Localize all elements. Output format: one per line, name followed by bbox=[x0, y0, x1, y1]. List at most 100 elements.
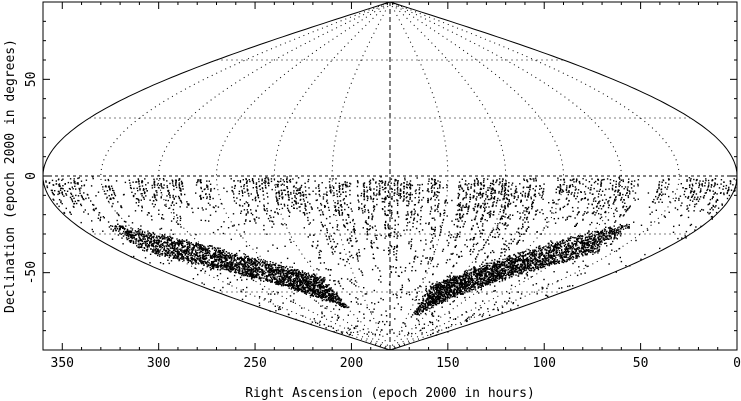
data-point bbox=[302, 287, 304, 289]
data-point bbox=[709, 202, 711, 204]
data-point bbox=[293, 192, 295, 194]
data-point bbox=[243, 185, 245, 187]
data-point bbox=[257, 273, 259, 275]
data-point bbox=[377, 247, 379, 249]
data-point bbox=[600, 181, 602, 183]
data-point bbox=[297, 275, 300, 277]
data-point bbox=[141, 195, 143, 197]
data-point bbox=[558, 190, 561, 192]
data-point bbox=[135, 181, 137, 183]
data-point bbox=[420, 207, 422, 209]
data-point bbox=[510, 233, 513, 236]
data-point bbox=[396, 211, 399, 213]
data-point bbox=[130, 227, 132, 229]
data-point bbox=[180, 194, 183, 196]
data-point bbox=[457, 197, 459, 200]
data-point bbox=[154, 203, 156, 206]
data-point bbox=[157, 248, 159, 250]
data-point bbox=[178, 185, 180, 187]
data-point bbox=[498, 192, 500, 194]
data-point bbox=[322, 278, 324, 280]
data-point bbox=[397, 194, 400, 197]
data-point bbox=[124, 228, 126, 230]
data-point bbox=[332, 299, 335, 301]
data-point bbox=[255, 263, 257, 266]
data-point bbox=[449, 236, 452, 239]
data-point bbox=[52, 198, 54, 200]
data-point bbox=[388, 253, 390, 256]
data-point bbox=[373, 208, 376, 210]
data-point bbox=[459, 213, 461, 216]
data-point bbox=[145, 195, 147, 197]
data-point bbox=[321, 285, 323, 288]
data-point bbox=[450, 272, 453, 274]
data-point bbox=[153, 186, 156, 188]
data-point bbox=[358, 207, 361, 209]
data-point bbox=[503, 224, 505, 226]
data-point bbox=[493, 192, 495, 194]
data-point bbox=[503, 190, 506, 192]
data-point bbox=[531, 205, 533, 207]
data-point bbox=[299, 189, 301, 191]
data-point bbox=[103, 217, 105, 219]
data-point bbox=[151, 236, 153, 238]
data-point bbox=[480, 218, 482, 220]
data-point bbox=[520, 199, 522, 201]
data-point bbox=[318, 277, 320, 279]
data-point bbox=[211, 245, 213, 247]
data-point bbox=[203, 264, 205, 266]
data-point bbox=[314, 287, 316, 289]
data-point bbox=[319, 283, 321, 286]
data-point bbox=[138, 180, 140, 182]
data-point bbox=[431, 228, 433, 230]
data-point bbox=[329, 184, 331, 186]
data-point bbox=[223, 264, 225, 267]
data-point bbox=[482, 184, 485, 187]
data-point bbox=[296, 275, 298, 277]
data-point bbox=[295, 269, 298, 271]
data-point bbox=[239, 205, 241, 207]
data-point bbox=[193, 245, 195, 247]
data-point bbox=[403, 195, 405, 198]
data-point bbox=[277, 281, 279, 283]
data-point bbox=[197, 180, 199, 183]
data-point bbox=[725, 187, 727, 190]
data-point bbox=[492, 197, 495, 200]
data-point bbox=[233, 271, 236, 273]
data-point bbox=[417, 213, 419, 215]
data-point bbox=[295, 273, 298, 275]
data-point bbox=[462, 204, 464, 207]
data-point bbox=[290, 279, 292, 282]
data-point bbox=[411, 210, 413, 213]
data-point bbox=[192, 262, 195, 264]
data-point bbox=[343, 302, 345, 305]
data-point bbox=[137, 189, 139, 192]
data-point bbox=[288, 196, 290, 199]
data-point bbox=[303, 290, 305, 293]
data-point bbox=[142, 233, 145, 236]
data-point bbox=[498, 183, 500, 186]
data-point bbox=[137, 198, 140, 201]
data-point bbox=[348, 306, 350, 308]
data-point bbox=[194, 249, 196, 251]
data-point bbox=[378, 194, 381, 196]
data-point bbox=[228, 255, 230, 257]
data-point bbox=[427, 261, 430, 263]
data-point bbox=[235, 272, 237, 274]
data-point bbox=[706, 189, 708, 192]
data-point bbox=[583, 213, 585, 215]
data-point bbox=[338, 213, 340, 215]
data-point bbox=[516, 199, 518, 201]
data-point bbox=[408, 203, 410, 205]
data-point bbox=[246, 255, 248, 258]
data-point bbox=[178, 248, 180, 251]
data-point bbox=[221, 256, 223, 258]
data-point bbox=[207, 261, 209, 264]
data-point bbox=[420, 263, 422, 265]
data-point bbox=[428, 191, 430, 193]
data-point bbox=[311, 292, 314, 294]
data-point bbox=[300, 184, 303, 187]
data-point bbox=[431, 184, 434, 187]
data-point bbox=[615, 183, 617, 185]
data-point bbox=[498, 233, 500, 236]
